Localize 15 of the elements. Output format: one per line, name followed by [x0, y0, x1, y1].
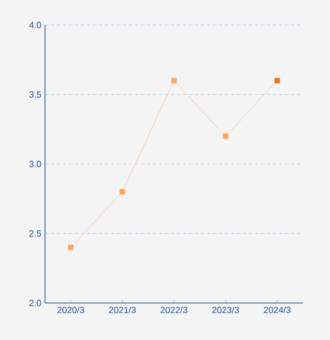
- x-tick-label: 2022/3: [160, 306, 188, 314]
- x-tick-label: 2021/3: [109, 306, 136, 314]
- point: [120, 189, 126, 194]
- y-tick-label: 2.5: [29, 230, 42, 237]
- point: [68, 244, 74, 250]
- x-tick-label: 2024/3: [264, 306, 291, 314]
- y-tick-label: 2.0: [29, 300, 42, 306]
- x-tick-label: 2020/3: [57, 306, 84, 314]
- point: [171, 78, 177, 84]
- x-tick-label: 2023/3: [212, 306, 239, 314]
- y-tick-label: 3.5: [29, 91, 42, 98]
- point: [274, 78, 280, 84]
- point: [222, 134, 228, 139]
- y-tick-label: 3.0: [29, 160, 42, 168]
- y-tick-label: 4.0: [29, 22, 42, 28]
